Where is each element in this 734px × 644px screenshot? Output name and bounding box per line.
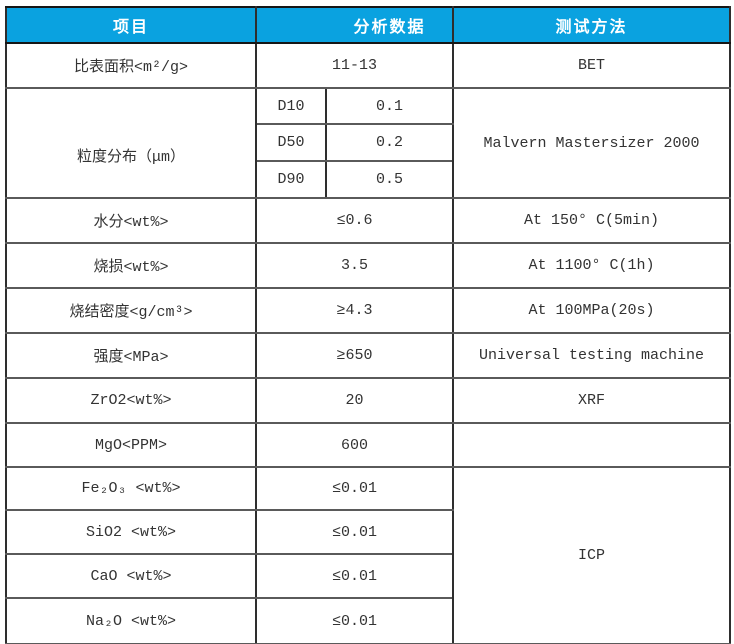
row-psd-d50: D50 0.2	[6, 123, 730, 162]
row-moisture: 水分<wt%> ≤0.6 At 150° C(5min)	[5, 197, 732, 244]
row-surface-area: 比表面积<m²/g> 11-13 BET	[5, 42, 732, 89]
col-header-test-method: 测试方法	[452, 6, 732, 44]
cell-psd-d10-label: D10	[255, 87, 327, 125]
cell-zro2-label: ZrO2<wt%>	[5, 377, 257, 424]
header-row: 项目 分析数据 测试方法	[5, 6, 732, 44]
cell-surface-area-value: 11-13	[254, 42, 455, 89]
cell-density-method: At 100MPa(20s)	[452, 287, 732, 334]
cell-strength-label: 强度<MPa>	[5, 332, 257, 379]
cell-cao-value: ≤0.01	[254, 553, 455, 599]
cell-sio2-value: ≤0.01	[254, 509, 455, 555]
cell-density-label: 烧结密度<g/cm³>	[5, 287, 257, 334]
row-na2o: Na₂O <wt%> ≤0.01	[5, 597, 730, 644]
cell-sio2-label: SiO2 <wt%>	[5, 509, 257, 555]
cell-loi-label: 烧损<wt%>	[5, 242, 257, 289]
row-fe2o3: Fe₂O₃ <wt%> ≤0.01 ICP	[5, 466, 732, 644]
row-sintered-density: 烧结密度<g/cm³> ≥4.3 At 100MPa(20s)	[5, 287, 732, 334]
cell-density-value: ≥4.3	[254, 287, 455, 334]
cell-strength-method: Universal testing machine	[452, 332, 732, 379]
cell-loi-method: At 1100° C(1h)	[452, 242, 732, 289]
cell-psd-d90-label: D90	[255, 160, 327, 199]
cell-psd-label: 粒度分布（μm）	[5, 87, 257, 199]
cell-na2o-value: ≤0.01	[254, 597, 455, 644]
row-loi: 烧损<wt%> 3.5 At 1100° C(1h)	[5, 242, 732, 289]
cell-fe2o3-value: ≤0.01	[254, 466, 455, 511]
row-zro2: ZrO2<wt%> 20 XRF	[5, 377, 732, 424]
cell-strength-value: ≥650	[254, 332, 455, 379]
product-spec-table: 项目 分析数据 测试方法 比表面积<m²/g> 11-13 BET 粒度分布（μ…	[5, 6, 732, 644]
col-header-item: 项目	[5, 6, 257, 44]
col-header-analysis-data: 分析数据	[254, 6, 455, 44]
row-strength: 强度<MPa> ≥650 Universal testing machine	[5, 332, 732, 379]
row-sio2: SiO2 <wt%> ≤0.01	[5, 509, 730, 555]
cell-mgo-method-empty	[452, 422, 732, 468]
cell-surface-area-label: 比表面积<m²/g>	[5, 42, 257, 89]
cell-moisture-label: 水分<wt%>	[5, 197, 257, 244]
cell-psd-d10-value: 0.1	[324, 87, 455, 125]
cell-mgo-value: 600	[254, 422, 455, 468]
cell-surface-area-method: BET	[452, 42, 732, 89]
cell-cao-label: CaO <wt%>	[5, 553, 257, 599]
row-cao: CaO <wt%> ≤0.01	[5, 553, 730, 599]
cell-fe2o3-label: Fe₂O₃ <wt%>	[5, 466, 257, 511]
cell-psd-d50-value: 0.2	[324, 123, 455, 162]
cell-icp-method: ICP	[452, 466, 732, 644]
cell-psd-d50-label: D50	[255, 123, 327, 162]
cell-moisture-value: ≤0.6	[254, 197, 455, 244]
cell-na2o-label: Na₂O <wt%>	[5, 597, 257, 644]
row-psd-d90: D90 0.5	[6, 160, 730, 199]
cell-moisture-method: At 150° C(5min)	[452, 197, 732, 244]
cell-psd-method: Malvern Mastersizer 2000	[452, 87, 732, 199]
cell-loi-value: 3.5	[254, 242, 455, 289]
row-mgo: MgO<PPM> 600	[5, 422, 732, 468]
cell-zro2-value: 20	[254, 377, 455, 424]
row-psd-d10: 粒度分布（μm） D10 0.1 Malvern Mastersizer 200…	[5, 87, 732, 199]
cell-zro2-method: XRF	[452, 377, 732, 424]
cell-psd-d90-value: 0.5	[324, 160, 455, 199]
cell-mgo-label: MgO<PPM>	[5, 422, 257, 468]
